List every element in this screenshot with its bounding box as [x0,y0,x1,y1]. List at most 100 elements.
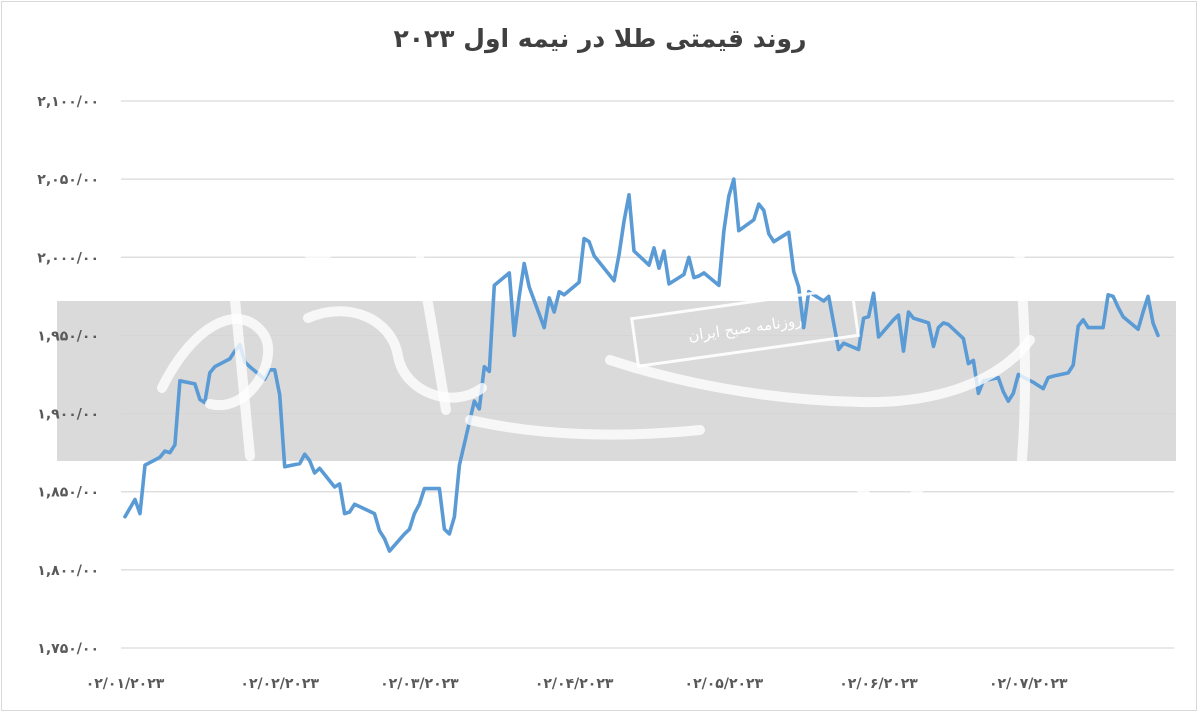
data-point [303,452,307,456]
data-point [213,365,217,369]
data-point [1141,310,1145,314]
data-point [1041,387,1045,390]
data-point [652,246,656,250]
data-point [737,229,741,233]
watermark-dot [395,205,429,239]
data-point [1071,363,1075,367]
x-tick-label: ۰۲/۰۶/۲۰۲۳ [839,676,918,692]
data-point [1101,326,1105,329]
data-points [123,177,1160,553]
data-point [487,370,491,373]
data-point [937,326,940,329]
data-point [717,284,721,287]
data-point [862,316,865,320]
y-tick-label: ۱,۸۵۰/۰۰ [37,485,99,501]
y-tick-label: ۱,۹۰۰/۰۰ [37,407,99,423]
data-point [1111,295,1115,298]
data-point [892,318,895,322]
data-point [802,326,806,329]
data-point [842,341,845,345]
data-point [692,276,696,279]
data-point [123,515,127,519]
data-point [682,273,686,276]
data-point [767,232,771,236]
x-tick-label: ۰۲/۰۱/۲۰۲۳ [86,676,165,692]
data-point [228,357,232,361]
data-point [667,282,671,286]
data-point [413,512,416,515]
data-point [1066,371,1070,375]
data-point [378,529,381,533]
data-point [662,249,666,253]
data-point [527,285,531,289]
data-point [388,549,391,553]
data-point [173,443,177,447]
watermark-logo: روزنامه صبح ایران [157,201,1037,545]
data-point [627,193,631,197]
data-point [343,512,346,515]
data-point [792,270,796,273]
data-point [1106,293,1110,297]
x-tick-label: ۰۲/۰۵/۲۰۲۳ [685,676,764,692]
data-point [198,398,202,401]
data-point [727,194,731,198]
x-tick-label: ۰۲/۰۲/۲۰۲۳ [240,676,319,692]
data-point [453,515,456,519]
data-point [438,487,441,490]
data-point [832,321,835,325]
watermark-stroke [845,465,911,531]
chart-title: روند قیمتی طلا در نیمه اول ۲۰۲۳ [393,24,807,53]
data-point [827,295,831,298]
watermark-dot [1003,213,1037,247]
data-point [458,463,461,467]
data-point [592,254,596,258]
watermark-dot [333,219,367,253]
data-point [557,290,561,294]
watermark-stroke [901,469,987,545]
data-point [168,451,172,454]
data-point [507,271,511,275]
data-point [942,321,945,325]
data-point [448,532,451,536]
data-point [657,266,661,270]
data-point [947,323,950,326]
watermark-dot [301,229,335,263]
data-point [872,291,875,295]
data-point [133,498,137,501]
data-point [418,502,421,506]
data-point [822,299,826,303]
data-point [757,202,761,206]
data-point [1156,334,1160,337]
data-point [912,316,915,320]
data-point [163,449,167,453]
data-point [617,252,621,256]
data-point [797,285,801,289]
data-point [138,512,142,515]
data-point [178,379,182,383]
watermark-stroke [415,255,451,415]
data-point [927,321,930,325]
data-point [298,462,302,465]
data-point [587,240,591,244]
data-point [547,296,551,300]
data-point [477,407,481,411]
data-point [996,376,1000,379]
data-point [1076,324,1080,328]
data-point [1006,399,1010,403]
data-point [158,455,162,459]
data-point [143,463,147,467]
data-point [1046,376,1050,379]
data-point [1086,326,1090,329]
data-point [308,459,311,462]
data-point [512,334,516,337]
data-point [492,284,496,287]
x-tick-label: ۰۲/۰۷/۲۰۲۳ [989,676,1068,692]
data-point [967,362,970,365]
data-point [1136,327,1140,331]
data-point [722,229,726,233]
price-line-layer [123,177,1160,553]
data-point [1011,391,1015,395]
y-tick-label: ۲,۰۰۰/۰۰ [37,250,99,266]
data-point [762,209,766,212]
